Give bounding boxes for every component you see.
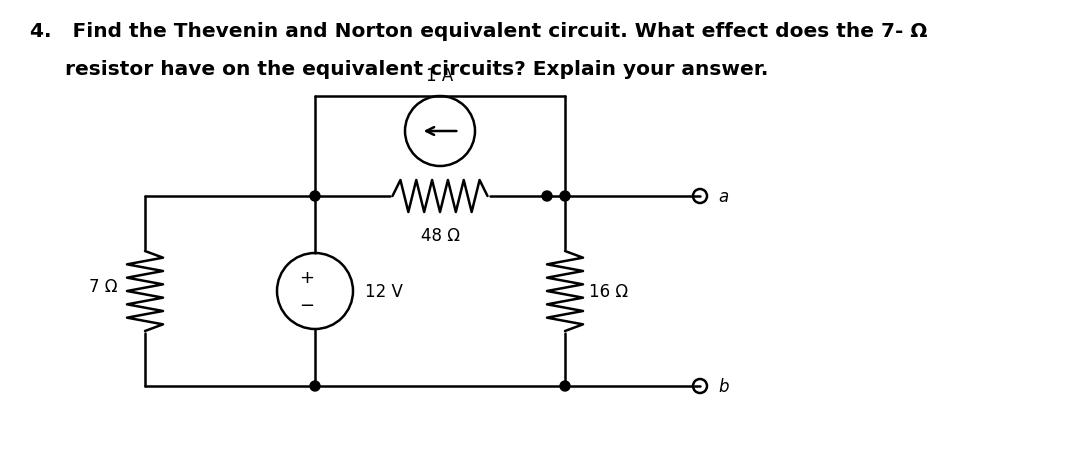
Text: 12 V: 12 V	[365, 282, 403, 300]
Text: −: −	[300, 296, 314, 314]
Text: 48 Ω: 48 Ω	[420, 226, 459, 244]
Circle shape	[310, 381, 320, 391]
Text: 1 A: 1 A	[426, 67, 454, 85]
Circle shape	[560, 381, 570, 391]
Text: +: +	[300, 268, 314, 286]
Text: resistor have on the equivalent circuits? Explain your answer.: resistor have on the equivalent circuits…	[30, 60, 769, 79]
Circle shape	[310, 192, 320, 202]
Text: 4.   Find the Thevenin and Norton equivalent circuit. What effect does the 7- Ω: 4. Find the Thevenin and Norton equivale…	[30, 22, 927, 41]
Text: 7 Ω: 7 Ω	[88, 277, 117, 295]
Circle shape	[542, 192, 552, 202]
Circle shape	[560, 192, 570, 202]
Text: 16 Ω: 16 Ω	[589, 282, 628, 300]
Text: b: b	[718, 377, 728, 395]
Text: a: a	[718, 188, 728, 206]
